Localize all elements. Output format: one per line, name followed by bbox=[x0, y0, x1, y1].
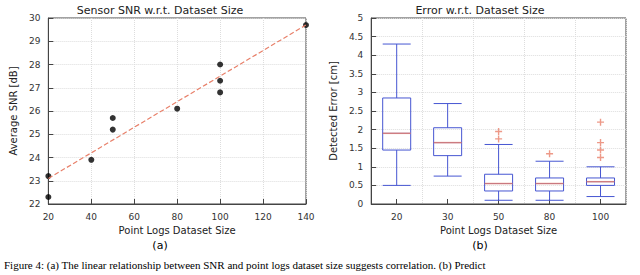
svg-text:24: 24 bbox=[29, 153, 41, 163]
svg-text:100: 100 bbox=[212, 212, 229, 222]
svg-text:22: 22 bbox=[29, 199, 40, 209]
svg-text:Average SNR [dB]: Average SNR [dB] bbox=[8, 66, 19, 155]
svg-text:28: 28 bbox=[29, 60, 41, 70]
svg-text:4: 4 bbox=[357, 50, 363, 60]
svg-text:2.5: 2.5 bbox=[349, 106, 363, 116]
svg-text:3.5: 3.5 bbox=[349, 69, 363, 79]
svg-text:26: 26 bbox=[29, 106, 41, 116]
svg-text:25: 25 bbox=[29, 129, 40, 139]
svg-text:80: 80 bbox=[544, 212, 556, 222]
html-text:Figure 4: (a) The linear relat: Figure 4: (a) The linear relationship be… bbox=[4, 259, 486, 271]
svg-text:80: 80 bbox=[171, 212, 183, 222]
svg-text:(b): (b) bbox=[472, 239, 488, 252]
svg-text:0.5: 0.5 bbox=[349, 180, 363, 190]
svg-text:60: 60 bbox=[129, 212, 141, 222]
svg-text:Detected Error [cm]: Detected Error [cm] bbox=[328, 61, 339, 161]
svg-text:27: 27 bbox=[29, 83, 40, 93]
svg-text:40: 40 bbox=[86, 212, 98, 222]
svg-text:(a): (a) bbox=[152, 239, 167, 252]
svg-text:20: 20 bbox=[391, 212, 403, 222]
svg-text:29: 29 bbox=[29, 36, 41, 46]
svg-text:100: 100 bbox=[592, 212, 609, 222]
svg-text:Error w.r.t. Dataset Size: Error w.r.t. Dataset Size bbox=[415, 4, 544, 17]
svg-text:4.5: 4.5 bbox=[349, 32, 363, 42]
svg-text:23: 23 bbox=[29, 176, 40, 186]
svg-text:1: 1 bbox=[357, 162, 363, 172]
svg-text:1.5: 1.5 bbox=[349, 143, 363, 153]
svg-text:Sensor SNR w.r.t. Dataset Size: Sensor SNR w.r.t. Dataset Size bbox=[77, 4, 244, 17]
svg-text:20: 20 bbox=[43, 212, 55, 222]
svg-text:30: 30 bbox=[29, 13, 41, 23]
svg-text:30: 30 bbox=[442, 212, 454, 222]
svg-text:3: 3 bbox=[357, 87, 363, 97]
svg-text:50: 50 bbox=[493, 212, 505, 222]
svg-text:120: 120 bbox=[254, 212, 271, 222]
svg-text:Point Logs Dataset Size: Point Logs Dataset Size bbox=[440, 225, 557, 236]
svg-text:Point Logs Dataset Size: Point Logs Dataset Size bbox=[119, 225, 236, 236]
svg-text:0: 0 bbox=[357, 199, 363, 209]
svg-text:2: 2 bbox=[357, 125, 363, 135]
svg-text:140: 140 bbox=[297, 212, 314, 222]
svg-text:5: 5 bbox=[357, 13, 363, 23]
